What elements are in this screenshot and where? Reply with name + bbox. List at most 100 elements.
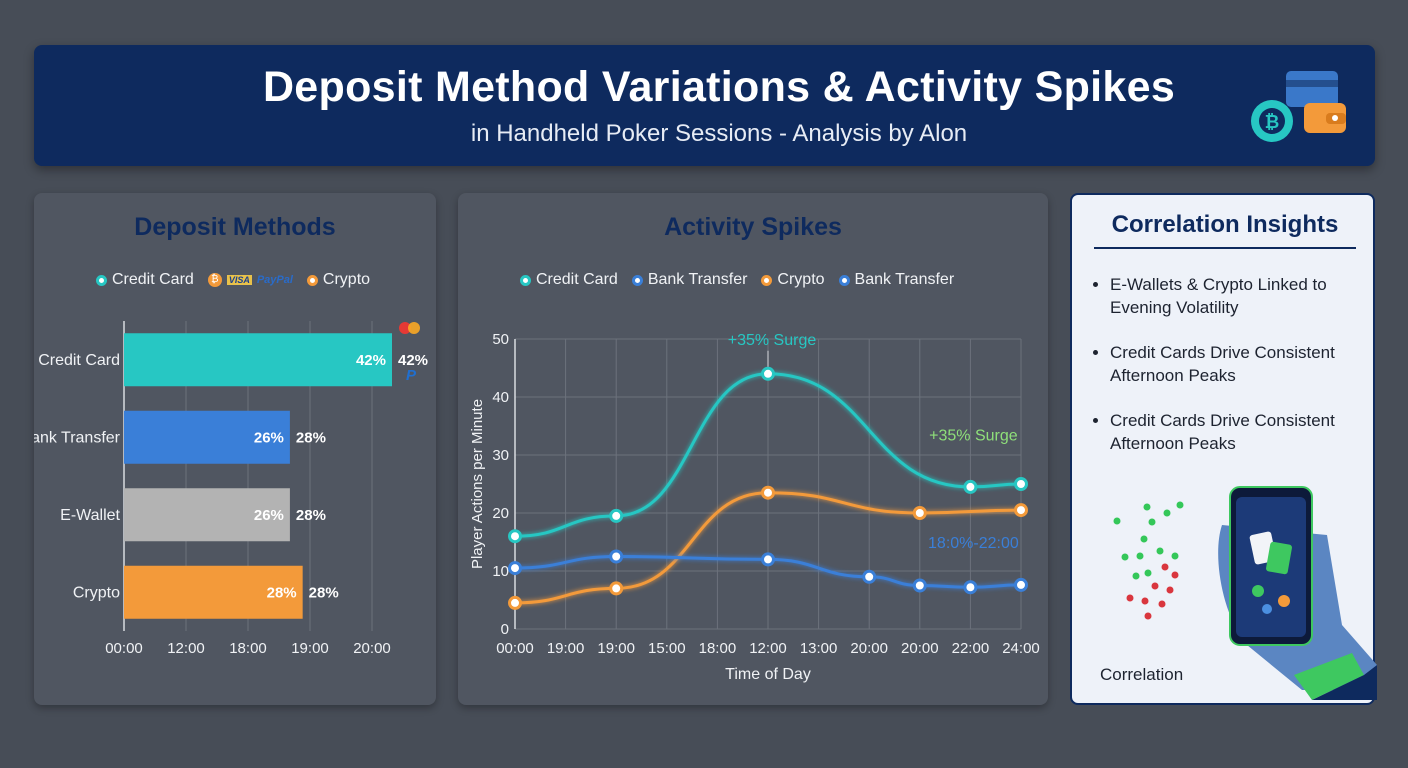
- legend-marker: [306, 274, 318, 286]
- data-point: [1014, 577, 1028, 592]
- y-tick-label: 20: [492, 505, 509, 522]
- deposit-legend: Credit Card ₿ VISA PayPal Crypto: [96, 271, 370, 289]
- data-point: [761, 552, 775, 567]
- data-point: [1014, 477, 1028, 491]
- x-tick-label: 24:00: [1002, 640, 1040, 657]
- data-point: [609, 508, 624, 523]
- category-label: Credit Card: [38, 352, 120, 369]
- legend-marker: [631, 274, 643, 286]
- x-tick-label: 20:00: [901, 640, 939, 657]
- bitcoin-icon: ₿: [207, 273, 222, 287]
- paypal-icon: P: [406, 367, 417, 384]
- phone-cards-icon: [1113, 486, 1377, 700]
- y-tick-label: 50: [492, 331, 509, 348]
- phone-icon: [1229, 486, 1313, 646]
- data-point: [862, 569, 877, 584]
- insight-item: E-Wallets & Crypto Linked to Evening Vol…: [1110, 273, 1380, 319]
- x-tick-label: 12:00: [749, 640, 787, 657]
- y-axis-title: Player Actions per Minute: [469, 399, 486, 569]
- mastercard-icon: [399, 322, 420, 334]
- legend-label: Bank Transfer: [647, 271, 748, 288]
- annotation-label: +35% Surge: [728, 332, 817, 349]
- x-tick-label: 20:00: [850, 640, 888, 657]
- mastercard-right: [408, 322, 420, 334]
- page-subtitle: in Handheld Poker Sessions - Analysis by…: [470, 120, 968, 147]
- insight-item: Credit Cards Drive Consistent Afternoon …: [1110, 341, 1380, 387]
- deposit-methods-panel: Deposit Methods Credit Card ₿ VISA PayPa…: [34, 193, 436, 705]
- category-label: Bank Transfer: [34, 429, 121, 446]
- svg-text:₿: ₿: [1265, 112, 1280, 132]
- data-point: [508, 561, 522, 576]
- y-tick-label: 30: [492, 447, 509, 464]
- header-banner: Deposit Method Variations & Activity Spi…: [34, 45, 1375, 166]
- insights-title: Correlation Insights: [1094, 211, 1356, 249]
- bar-value-label: 26%: [254, 507, 284, 524]
- legend-marker: [761, 274, 773, 286]
- bar-outer-label: 28%: [296, 429, 326, 446]
- deposit-bar-chart: 00:00 12:00 18:00 19:00 20:00 Credit Card 42% 4…: [34, 321, 428, 657]
- x-tick-label: 12:00: [167, 640, 205, 657]
- paypal-icon: PayPal: [256, 274, 293, 286]
- data-point: [963, 580, 978, 595]
- legend-marker: [96, 274, 107, 286]
- x-axis-title: Time of Day: [725, 666, 811, 683]
- legend-label: Crypto: [322, 271, 371, 288]
- legend-item: Bank Transfer: [631, 271, 748, 289]
- bar-outer-label: 28%: [296, 507, 326, 524]
- visa-icon: VISA: [226, 275, 252, 285]
- insights-list: E-Wallets & Crypto Linked to Evening Vol…: [1088, 273, 1380, 477]
- legend-item: Credit Card: [520, 271, 618, 289]
- x-tick-label: 19:00: [291, 640, 329, 657]
- category-label: E-Wallet: [60, 507, 120, 524]
- legend-marker: [520, 274, 531, 286]
- x-tick-label: 13:00: [800, 640, 838, 657]
- data-point: [508, 595, 522, 610]
- legend-label: Bank Transfer: [854, 271, 955, 288]
- x-tick-label: 00:00: [496, 640, 534, 657]
- data-point: [508, 529, 522, 544]
- data-point: [912, 506, 927, 520]
- payment-icons: ₿: [1251, 71, 1346, 142]
- payment-logos: ₿ VISA PayPal: [207, 273, 293, 287]
- x-tick-label: 15:00: [648, 640, 686, 657]
- data-point: [609, 581, 624, 596]
- category-label: Crypto: [73, 584, 120, 601]
- bar: [124, 333, 392, 387]
- y-tick-label: 40: [492, 389, 509, 406]
- data-point: [761, 485, 775, 500]
- bar: [124, 565, 303, 619]
- x-tick-label: 19:00: [547, 640, 585, 657]
- x-tick-label: 18:00: [229, 640, 267, 657]
- bitcoin-icon: ₿: [1251, 100, 1293, 142]
- page-title: Deposit Method Variations & Activity Spi…: [262, 63, 1176, 111]
- x-tick-label: 20:00: [353, 640, 391, 657]
- legend-label: Crypto: [777, 271, 825, 288]
- legend-item: Crypto: [306, 271, 371, 289]
- activity-line-chart: 0 10 20 30 40 50 00:00 19:00 19:00 15:00 18:00 12:0…: [469, 331, 1040, 683]
- x-tick-label: 18:00: [699, 640, 737, 657]
- y-tick-label: 0: [501, 621, 509, 638]
- correlation-insights-panel: Correlation Insights E-Wallets & Crypto …: [1070, 193, 1377, 705]
- legend-item: Bank Transfer: [838, 271, 955, 289]
- legend-label: Credit Card: [536, 271, 618, 288]
- legend-item: Credit Card: [96, 271, 194, 289]
- bar: [124, 488, 290, 542]
- data-point: [963, 479, 978, 494]
- bar-outer-label: 28%: [309, 584, 339, 601]
- x-tick-label: 19:00: [597, 640, 635, 657]
- activity-spikes-panel: Activity Spikes Credit Card Bank Transfe…: [458, 193, 1048, 705]
- bar-value-label: 42%: [356, 352, 386, 369]
- correlation-label: Correlation: [1100, 665, 1184, 684]
- scatter-dots-decoration: [1113, 501, 1184, 620]
- wallet-icon: [1304, 103, 1346, 133]
- annotation-label: 18:0%-22:00: [928, 535, 1019, 552]
- activity-spikes-title: Activity Spikes: [664, 213, 842, 241]
- y-tick-label: 10: [492, 563, 509, 580]
- deposit-methods-title: Deposit Methods: [134, 213, 336, 241]
- bar-value-label: 26%: [254, 429, 284, 446]
- data-point: [1014, 503, 1028, 518]
- legend-marker: [838, 274, 850, 286]
- bar-value-label: 28%: [267, 584, 297, 601]
- data-point: [609, 549, 624, 564]
- mastercard-left: [399, 322, 411, 334]
